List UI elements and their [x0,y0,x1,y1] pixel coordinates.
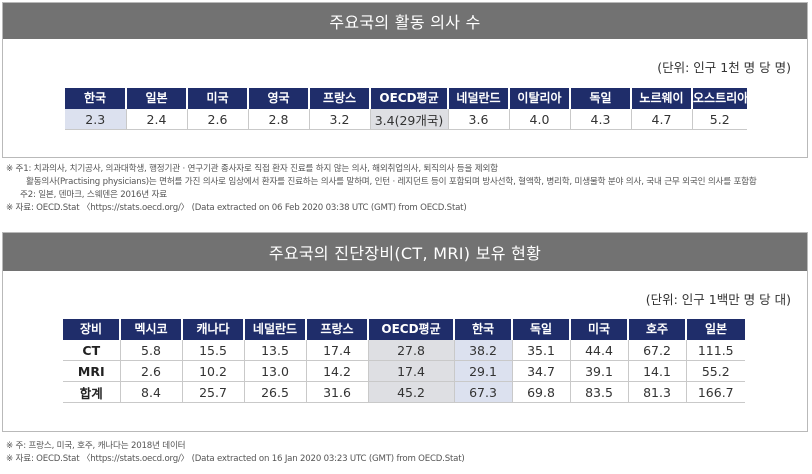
col-header: 미국 [186,88,248,108]
table-cell: 13.0 [243,360,306,382]
table-row: 2.3 2.4 2.6 2.8 3.2 3.4(29개국) 3.6 4.0 4.… [65,107,747,130]
table-row: 합계 8.4 25.7 26.5 31.6 45.2 67.3 69.8 83.… [63,381,745,403]
table-cell: 2.4 [125,107,187,130]
col-header: 오스트리아 [691,88,748,108]
physicians-table: 한국 일본 미국 영국 프랑스 OECD평균 네덜란드 이탈리아 독일 노르웨이… [65,88,748,130]
note-line: 주2: 일본, 덴마크, 스웨덴은 2016년 자료 [20,190,167,200]
table-cell: 35.1 [511,338,570,361]
table-cell: 55.2 [685,360,745,382]
note-line: ※ 자료: OECD.Stat 〈https://stats.oecd.org/… [6,454,465,464]
table-row: CT 5.8 15.5 13.5 17.4 27.8 38.2 35.1 44.… [63,338,745,361]
table-cell: 8.4 [119,381,182,403]
physicians-notes: ※ 주1: 치과의사, 치기공사, 의과대학생, 행정기관 · 연구기관 종사자… [6,163,757,215]
table-cell: 2.8 [247,107,309,130]
table-cell: 27.8 [367,338,454,361]
physicians-unit: (단위: 인구 1천 명 당 명) [657,60,791,75]
col-header: 일본 [125,88,187,108]
table-cell: 15.5 [181,338,244,361]
table-cell: 2.6 [186,107,248,130]
table-cell: 111.5 [685,338,745,361]
equipment-panel: 주요국의 진단장비(CT, MRI) 보유 현황 (단위: 인구 1백만 명 당… [2,232,808,432]
table-row: MRI 2.6 10.2 13.0 14.2 17.4 29.1 34.7 39… [63,360,745,382]
col-header: 네덜란드 [243,319,306,339]
table-cell: 29.1 [453,360,512,382]
col-header: 노르웨이 [630,88,692,108]
col-header: 독일 [569,88,631,108]
col-header: 캐나다 [181,319,244,339]
col-header: 영국 [247,88,309,108]
equipment-notes: ※ 주: 프랑스, 미국, 호주, 캐나다는 2018년 데이터 ※ 자료: O… [6,440,465,466]
physicians-header-row: 한국 일본 미국 영국 프랑스 OECD평균 네덜란드 이탈리아 독일 노르웨이… [65,88,748,108]
table-cell: 13.5 [243,338,306,361]
table-cell: 26.5 [243,381,306,403]
table-cell: 44.4 [569,338,628,361]
table-cell: 4.7 [630,107,692,130]
table-cell: 25.7 [181,381,244,403]
physicians-panel: 주요국의 활동 의사 수 (단위: 인구 1천 명 당 명) 한국 일본 미국 … [2,2,808,158]
table-cell: 81.3 [627,381,686,403]
equipment-table: 장비 멕시코 캐나다 네덜란드 프랑스 OECD평균 한국 독일 미국 호주 일… [63,319,745,403]
col-header: 프랑스 [308,88,370,108]
table-cell: 31.6 [305,381,368,403]
col-header: 호주 [627,319,686,339]
col-header: 이탈리아 [508,88,570,108]
table-cell: 45.2 [367,381,454,403]
col-header: 네덜란드 [447,88,509,108]
row-header: 합계 [63,381,120,403]
note-line: ※ 주: 프랑스, 미국, 호주, 캐나다는 2018년 데이터 [6,441,186,451]
col-header: OECD평균 [367,319,454,339]
table-cell: 3.6 [447,107,509,130]
col-header: OECD평균 [369,88,448,108]
col-header: 미국 [569,319,628,339]
col-header: 독일 [511,319,570,339]
table-cell: 83.5 [569,381,628,403]
table-cell: 2.6 [119,360,182,382]
table-cell: 14.2 [305,360,368,382]
table-cell: 34.7 [511,360,570,382]
col-header: 한국 [65,88,126,108]
col-header: 장비 [63,319,120,339]
table-cell: 17.4 [367,360,454,382]
table-cell: 67.2 [627,338,686,361]
note-line: ※ 자료: OECD.Stat 〈https://stats.oecd.org/… [6,203,467,213]
table-cell: 67.3 [453,381,512,403]
table-cell: 4.3 [569,107,631,130]
table-cell: 14.1 [627,360,686,382]
table-cell: 5.8 [119,338,182,361]
row-header: MRI [63,360,120,382]
equipment-header-row: 장비 멕시코 캐나다 네덜란드 프랑스 OECD평균 한국 독일 미국 호주 일… [63,319,745,339]
table-cell: 10.2 [181,360,244,382]
col-header: 일본 [685,319,745,339]
table-cell: 17.4 [305,338,368,361]
table-cell: 38.2 [453,338,512,361]
note-line: ※ 주1: 치과의사, 치기공사, 의과대학생, 행정기관 · 연구기관 종사자… [6,164,498,174]
table-cell: 69.8 [511,381,570,403]
table-cell: 3.4(29개국) [369,107,448,130]
equipment-title: 주요국의 진단장비(CT, MRI) 보유 현황 [3,233,807,271]
physicians-title: 주요국의 활동 의사 수 [3,3,807,39]
table-cell: 166.7 [685,381,745,403]
equipment-unit: (단위: 인구 1백만 명 당 대) [645,292,791,307]
table-cell: 5.2 [691,107,747,130]
col-header: 한국 [453,319,512,339]
table-cell: 4.0 [508,107,570,130]
col-header: 프랑스 [305,319,368,339]
table-cell: 3.2 [308,107,370,130]
col-header: 멕시코 [119,319,182,339]
table-cell: 39.1 [569,360,628,382]
row-header: CT [63,338,120,361]
table-cell: 2.3 [65,107,126,130]
note-line: 활동의사(Practising physicians)는 면허를 가진 의사로 … [26,177,757,187]
